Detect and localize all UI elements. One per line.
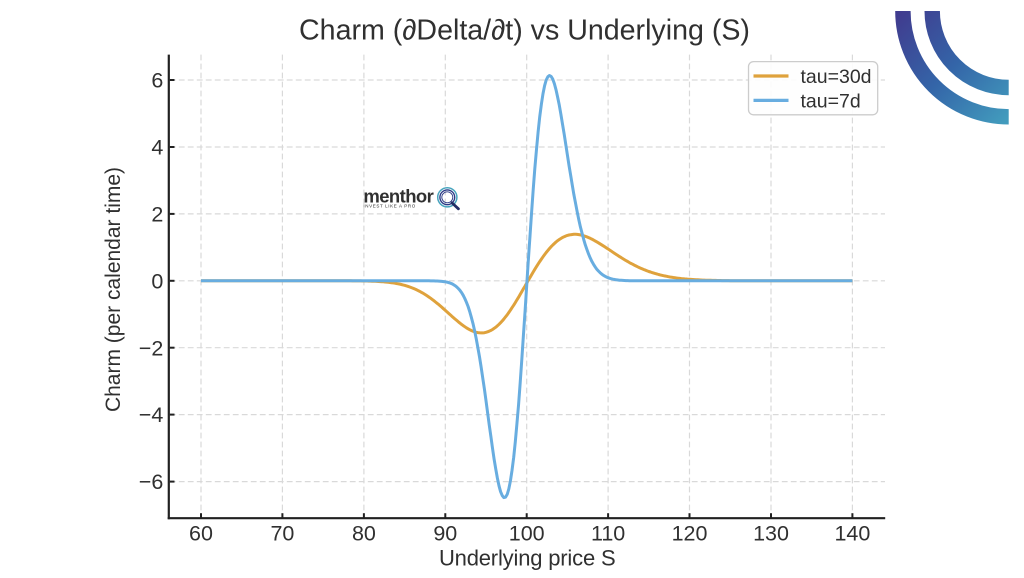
svg-text:100: 100: [509, 522, 545, 546]
svg-text:120: 120: [672, 522, 708, 546]
svg-text:Charm (∂Delta/∂t) vs Underlyin: Charm (∂Delta/∂t) vs Underlying (S): [299, 15, 750, 47]
svg-text:4: 4: [151, 136, 163, 160]
svg-text:Underlying price S: Underlying price S: [439, 546, 616, 571]
svg-text:2: 2: [151, 203, 163, 227]
svg-text:−4: −4: [139, 403, 164, 427]
svg-text:6: 6: [151, 69, 163, 93]
svg-text:130: 130: [753, 522, 789, 546]
svg-text:60: 60: [189, 522, 213, 546]
svg-text:90: 90: [433, 522, 457, 546]
svg-text:Charm (per calendar time): Charm (per calendar time): [102, 167, 125, 412]
svg-text:80: 80: [352, 522, 376, 546]
svg-text:140: 140: [834, 522, 870, 546]
svg-text:0: 0: [151, 269, 163, 293]
svg-text:INVEST LIKE A PRO: INVEST LIKE A PRO: [363, 204, 415, 209]
svg-text:−2: −2: [139, 336, 164, 360]
svg-text:70: 70: [270, 522, 294, 546]
svg-text:110: 110: [591, 522, 625, 546]
svg-text:−6: −6: [139, 470, 164, 494]
svg-text:menthor: menthor: [363, 186, 433, 207]
svg-text:tau=7d: tau=7d: [801, 90, 861, 112]
svg-text:tau=30d: tau=30d: [801, 66, 872, 88]
